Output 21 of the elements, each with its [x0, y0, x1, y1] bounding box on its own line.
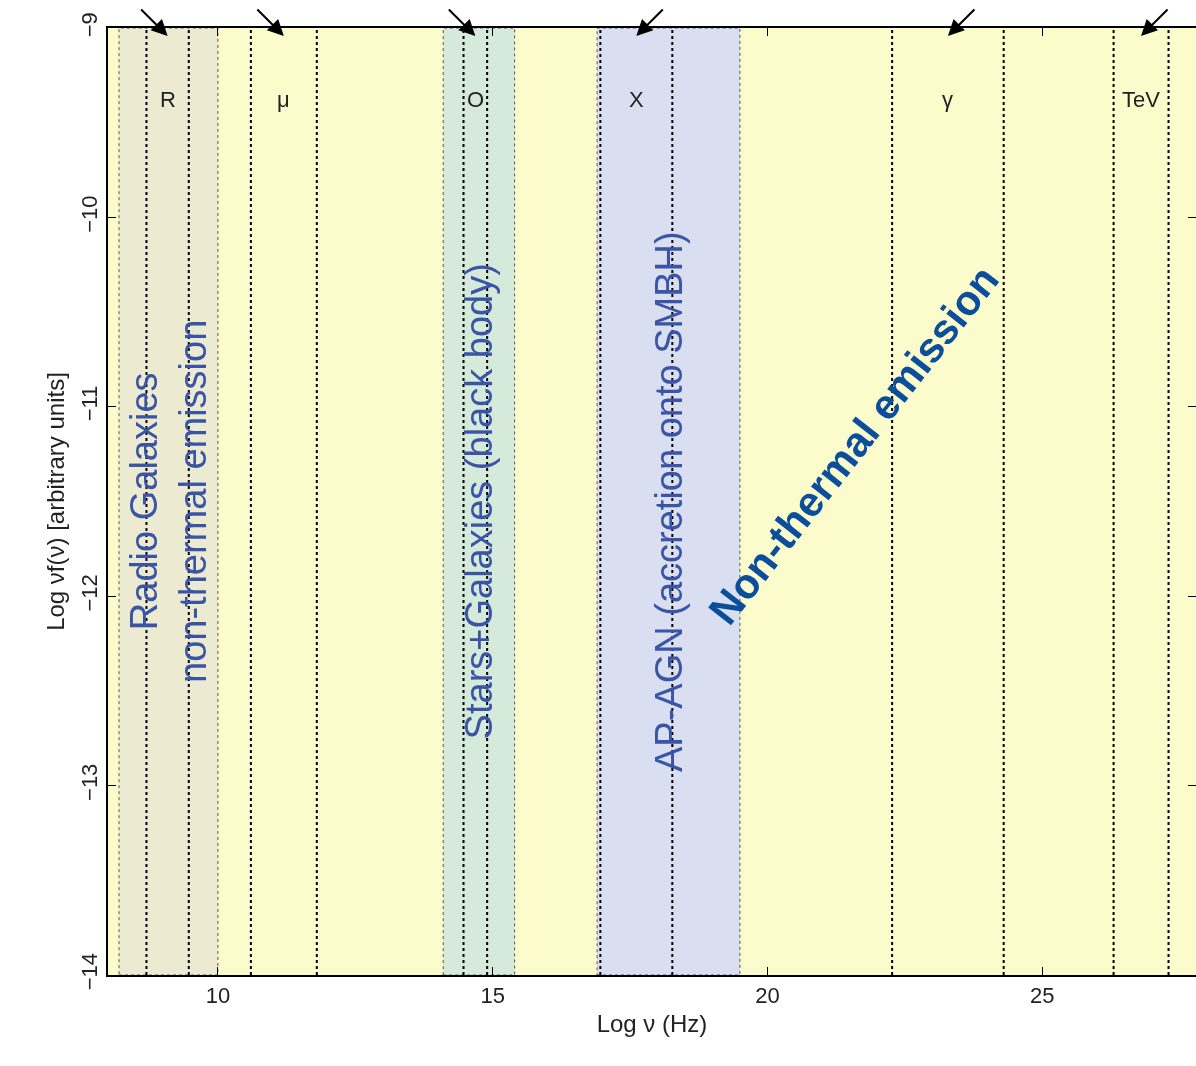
x-tick-label: 15 [480, 983, 505, 1009]
x-tick-label: 10 [205, 983, 231, 1009]
y-tick-label: −13 [77, 763, 103, 801]
annotation: X [629, 87, 644, 112]
annotation: O [467, 87, 485, 112]
y-tick-label: −12 [77, 574, 103, 612]
y-tick-label: −9 [77, 12, 103, 38]
annotation: R [160, 87, 176, 112]
x-axis-title: Log ν (Hz) [596, 1010, 708, 1038]
y-tick-label: −14 [77, 953, 103, 991]
band-label: Stars+Galaxies (black body) [458, 263, 501, 740]
x-tick-label: 25 [1029, 983, 1055, 1009]
band-label: Radio Galaxies non-thermal emission [122, 319, 215, 683]
x-tick-label: 20 [755, 983, 780, 1009]
annotation: TeV [1122, 87, 1161, 112]
y-tick-label: −10 [77, 195, 103, 233]
y-tick-label: −11 [77, 385, 103, 422]
y-axis-title: Log νf(ν) [arbitrary units] [41, 372, 69, 631]
annotation: μ [277, 87, 290, 112]
band-label: AP-AGN (accretion onto SMBH) [647, 231, 690, 772]
annotation: γ [942, 87, 953, 112]
